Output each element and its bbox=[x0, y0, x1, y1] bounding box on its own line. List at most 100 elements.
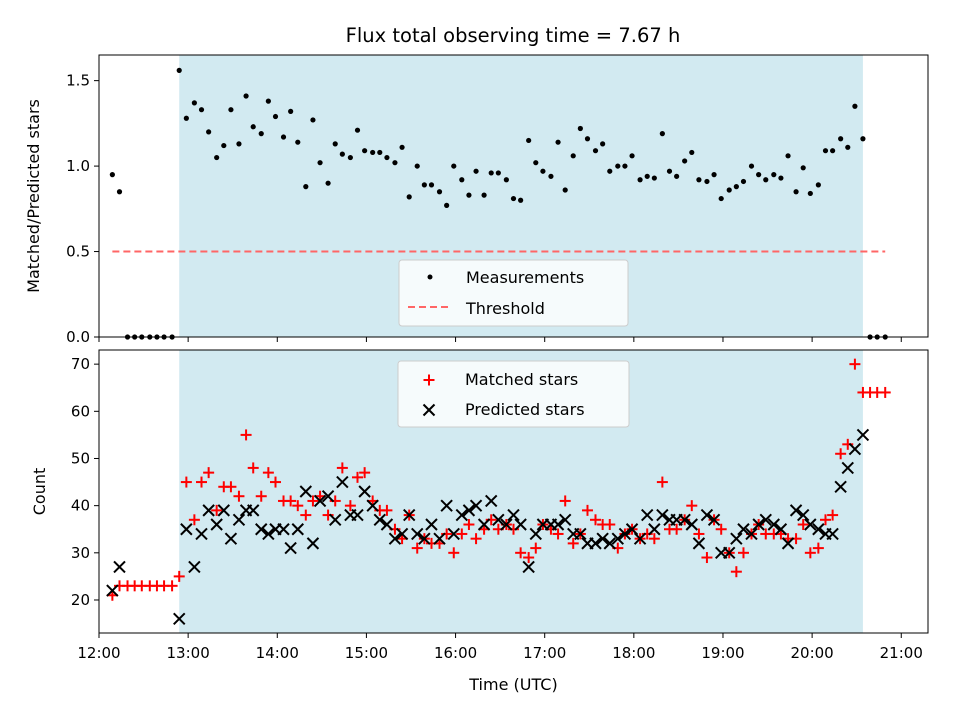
predicted-star-point bbox=[188, 560, 201, 574]
matched-legend-marker bbox=[423, 374, 435, 386]
predicted-star-point bbox=[224, 532, 238, 545]
predicted-star-point bbox=[796, 508, 810, 522]
matched-star-point bbox=[292, 500, 304, 512]
predicted-star-point bbox=[195, 527, 208, 541]
matched-star-point bbox=[819, 514, 831, 526]
measurement-point bbox=[845, 144, 851, 150]
measurement-point bbox=[258, 131, 264, 137]
measurement-point bbox=[176, 67, 182, 73]
measurement-point bbox=[815, 182, 821, 188]
measurement-point bbox=[191, 100, 197, 106]
predicted-star-point bbox=[737, 523, 750, 536]
measurement-point bbox=[198, 107, 205, 113]
predicted-star-point bbox=[611, 532, 625, 545]
matched-star-points bbox=[106, 358, 891, 601]
measurement-point bbox=[822, 148, 829, 154]
predicted-star-point bbox=[336, 475, 349, 489]
measurement-point bbox=[370, 149, 376, 156]
predicted-star-point bbox=[425, 518, 438, 531]
predicted-star-point bbox=[656, 508, 669, 522]
measurement-point bbox=[510, 195, 517, 202]
ratio-legend: Measurements Threshold bbox=[398, 259, 629, 327]
measurement-point bbox=[495, 170, 501, 176]
predicted-star-point bbox=[284, 541, 297, 555]
measurement-point bbox=[696, 177, 702, 183]
measurement-point bbox=[392, 160, 398, 166]
predicted-star-point bbox=[678, 513, 691, 527]
counts-legend-box bbox=[397, 360, 630, 428]
measurement-point bbox=[771, 172, 777, 178]
predicted-star-point bbox=[173, 612, 186, 626]
matched-star-point bbox=[671, 523, 683, 535]
measurement-point bbox=[280, 134, 287, 140]
predicted-star-point bbox=[440, 499, 453, 512]
measurement-point bbox=[793, 189, 799, 195]
measurement-point bbox=[414, 163, 420, 169]
matched-star-point bbox=[336, 462, 348, 474]
matched-legend-plus bbox=[423, 374, 435, 386]
measurement-point bbox=[116, 189, 123, 195]
measurement-point bbox=[325, 180, 331, 186]
predicted-star-point bbox=[752, 518, 765, 531]
measurement-point bbox=[600, 141, 606, 147]
predicted-star-point bbox=[462, 504, 476, 517]
measurement-point bbox=[109, 172, 115, 178]
measurement-point bbox=[785, 153, 791, 159]
predicted-star-point bbox=[277, 523, 290, 536]
measurement-point bbox=[807, 190, 813, 197]
measurement-point bbox=[577, 125, 583, 132]
measurement-point bbox=[406, 194, 412, 200]
counts-y-tick-label: 60 bbox=[71, 402, 90, 420]
predicted-star-point bbox=[210, 518, 223, 531]
predicted-star-point bbox=[574, 527, 587, 541]
matched-star-point bbox=[307, 495, 319, 507]
x-tick-label: 19:00 bbox=[701, 644, 744, 662]
measurement-point bbox=[428, 182, 435, 188]
measurement-point bbox=[206, 129, 212, 135]
predicted-star-point bbox=[358, 485, 371, 498]
matched-star-point bbox=[173, 570, 185, 582]
measurement-point bbox=[838, 136, 844, 142]
counts-y-tick-label: 50 bbox=[71, 449, 90, 467]
ratio-axes-frame bbox=[98, 54, 929, 338]
measurement-point bbox=[466, 192, 472, 198]
predicted-star-point bbox=[500, 518, 513, 531]
predicted-star-point bbox=[113, 560, 126, 574]
predicted-star-point bbox=[774, 523, 788, 536]
predicted-star-point bbox=[781, 537, 795, 550]
measurement-point bbox=[607, 168, 613, 174]
threshold-legend-label: Threshold bbox=[465, 299, 545, 318]
predicted-star-point bbox=[633, 532, 647, 545]
predicted-star-point bbox=[603, 537, 616, 550]
measurement-point bbox=[473, 168, 479, 174]
predicted-star-point bbox=[804, 518, 817, 531]
measurement-point bbox=[778, 175, 784, 181]
predicted-legend-marker bbox=[422, 403, 436, 417]
measurement-point bbox=[548, 173, 554, 179]
measurement-point bbox=[711, 172, 717, 178]
matched-star-point bbox=[804, 547, 816, 559]
measurement-point bbox=[533, 160, 539, 166]
measurement-point bbox=[250, 124, 256, 130]
ratio-y-tick-label: 1.5 bbox=[66, 72, 90, 90]
matched-star-point bbox=[285, 495, 297, 507]
measurement-point bbox=[584, 136, 591, 142]
x-tick-label: 18:00 bbox=[612, 644, 655, 662]
measurement-point bbox=[265, 98, 271, 104]
matched-star-point bbox=[590, 514, 602, 526]
matched-star-point bbox=[656, 476, 668, 488]
measurement-point bbox=[295, 139, 301, 145]
measurement-point bbox=[689, 149, 695, 156]
predicted-star-point bbox=[329, 513, 342, 527]
measurement-point bbox=[615, 163, 621, 169]
measurement-point bbox=[354, 127, 361, 133]
measurement-point bbox=[682, 158, 688, 164]
matched-legend-label: Matched stars bbox=[465, 370, 578, 389]
measurement-point bbox=[399, 144, 405, 150]
x-tick-label: 16:00 bbox=[434, 644, 477, 662]
measurement-point bbox=[674, 173, 680, 179]
measurement-point bbox=[852, 103, 858, 109]
measurement-point bbox=[733, 184, 739, 190]
predicted-star-point bbox=[373, 513, 386, 527]
predicted-star-point bbox=[641, 508, 654, 522]
